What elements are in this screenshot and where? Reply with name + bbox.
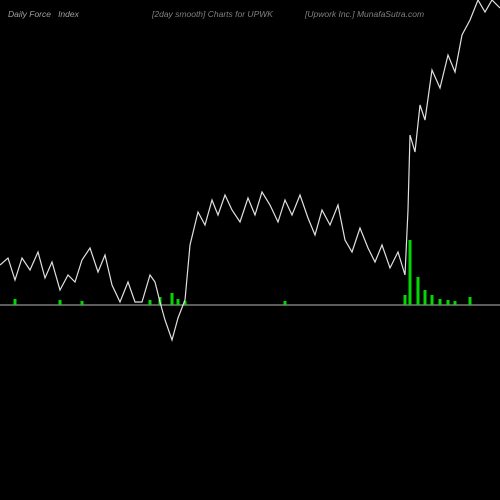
volume-bar xyxy=(81,301,84,305)
volume-bar xyxy=(14,299,17,305)
volume-bar xyxy=(439,299,442,305)
volume-bar xyxy=(177,299,180,305)
title-chart-for: [2day smooth] Charts for UPWK xyxy=(152,9,273,19)
chart-canvas xyxy=(0,0,500,500)
volume-bar xyxy=(409,240,412,305)
title-indicator-name: Daily Force Index xyxy=(8,9,79,19)
volume-bar xyxy=(417,277,420,305)
volume-bar xyxy=(171,293,174,305)
volume-bar xyxy=(424,290,427,305)
volume-bar xyxy=(454,301,457,305)
force-index-chart: Daily Force Index [2day smooth] Charts f… xyxy=(0,0,500,500)
volume-bar xyxy=(469,297,472,305)
volume-bar xyxy=(431,295,434,305)
volume-bar xyxy=(149,300,152,305)
volume-bar xyxy=(404,295,407,305)
title-source: [Upwork Inc.] MunafaSutra.com xyxy=(305,9,424,19)
volume-bar xyxy=(59,300,62,305)
chart-title-bar: Daily Force Index [2day smooth] Charts f… xyxy=(0,4,500,24)
volume-bar xyxy=(447,300,450,305)
chart-background xyxy=(0,0,500,500)
volume-bar xyxy=(284,301,287,305)
